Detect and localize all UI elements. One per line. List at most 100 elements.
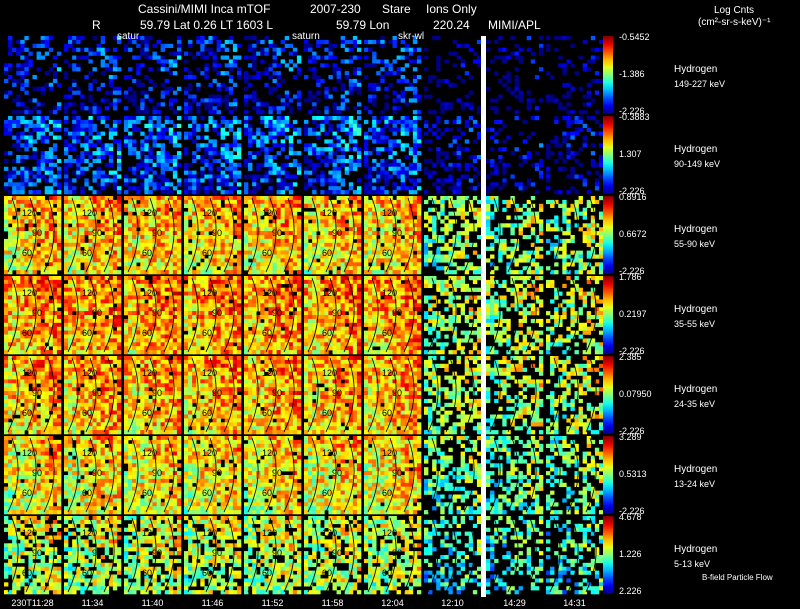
contour-label: 60 xyxy=(22,408,33,418)
heatmap-panel xyxy=(424,276,482,355)
contour-label: 60 xyxy=(202,488,213,498)
contour-label: 120 xyxy=(322,208,338,218)
x-tick-label: 14:29 xyxy=(503,598,526,608)
contour-label: 120 xyxy=(382,208,398,218)
contour-label: 60 xyxy=(322,328,333,338)
x-tick-label: 12:04 xyxy=(381,598,404,608)
heatmap-panel xyxy=(486,516,544,595)
channel-energy: 55-90 keV xyxy=(674,239,716,249)
contour-label: 120 xyxy=(322,288,338,298)
x-tick-label: 14:31 xyxy=(563,598,586,608)
contour-line xyxy=(507,357,519,433)
contour-label: 90 xyxy=(32,468,43,478)
colorbar-max-label: -0.3883 xyxy=(619,112,650,122)
contour-line xyxy=(385,517,397,593)
contour-label: 90 xyxy=(332,468,343,478)
contour-line xyxy=(7,517,19,593)
contour-label: 120 xyxy=(202,288,218,298)
contour-label: 90 xyxy=(332,308,343,318)
contour-label: 60 xyxy=(142,328,153,338)
contour-label: 60 xyxy=(202,328,213,338)
contour-line xyxy=(567,517,579,593)
contour-line xyxy=(343,357,355,433)
heatmap-panel xyxy=(486,196,544,275)
contour-label: 90 xyxy=(152,468,163,478)
contour-line xyxy=(25,437,37,513)
colorbar-max-label: 1.786 xyxy=(619,272,642,282)
contour-line xyxy=(127,517,139,593)
contour-label: 120 xyxy=(202,368,218,378)
contour-label: 120 xyxy=(142,368,158,378)
contour-line xyxy=(343,437,355,513)
heatmap-panel xyxy=(184,196,242,275)
heatmap-panel xyxy=(424,36,482,115)
colorbar-mid-label: 1.307 xyxy=(619,149,642,159)
contour-line xyxy=(567,197,579,273)
contour-label: 90 xyxy=(332,548,343,558)
heatmap-panel xyxy=(546,356,604,435)
contour-label: 60 xyxy=(382,408,393,418)
contour-line xyxy=(325,517,337,593)
contour-line xyxy=(265,277,277,353)
contour-line xyxy=(325,277,337,353)
contour-label: 90 xyxy=(332,388,343,398)
heatmap-panel xyxy=(546,436,604,515)
contour-label: 60 xyxy=(322,488,333,498)
colorbar-max-label: 0.8916 xyxy=(619,192,647,202)
colorbar-min-label: 2.226 xyxy=(619,586,642,596)
contour-line xyxy=(585,517,597,593)
top-label-3: skr-wl xyxy=(398,31,425,42)
contour-label: 60 xyxy=(382,488,393,498)
channel-species: Hydrogen xyxy=(674,144,718,155)
contour-label: 60 xyxy=(262,488,273,498)
contour-label: 120 xyxy=(382,528,398,538)
heatmap-panel xyxy=(304,356,362,435)
contour-line xyxy=(25,277,37,353)
contour-label: 90 xyxy=(92,308,103,318)
contour-line xyxy=(103,197,115,273)
contour-label: 90 xyxy=(152,308,163,318)
heatmap-panel xyxy=(546,276,604,355)
heatmap-panel xyxy=(4,276,62,355)
heatmap-panel xyxy=(184,356,242,435)
heatmap-panel xyxy=(546,116,604,195)
contour-label: 60 xyxy=(142,488,153,498)
contour-line xyxy=(43,437,55,513)
contour-label: 60 xyxy=(22,248,33,258)
heatmap-panel xyxy=(364,436,422,515)
contour-line xyxy=(549,277,561,353)
colorbar xyxy=(603,116,613,194)
contour-line xyxy=(205,197,217,273)
heatmap-panel xyxy=(244,116,302,195)
contour-line xyxy=(187,437,199,513)
colorbar-min-label: -2.226 xyxy=(619,426,645,436)
contour-line xyxy=(7,437,19,513)
contour-label: 90 xyxy=(392,548,403,558)
contour-line xyxy=(67,517,79,593)
colorbar-max-label: 3.289 xyxy=(619,432,642,442)
heatmap-panel xyxy=(486,276,544,355)
x-tick-label: 11:52 xyxy=(261,598,284,608)
contour-line xyxy=(283,197,295,273)
contour-label: 60 xyxy=(322,568,333,578)
contour-line xyxy=(525,277,537,353)
contour-line xyxy=(25,357,37,433)
contour-label: 120 xyxy=(22,208,38,218)
contour-line xyxy=(427,437,439,513)
heatmap-panel xyxy=(486,436,544,515)
contour-label: 120 xyxy=(202,208,218,218)
contour-line xyxy=(265,517,277,593)
contour-line xyxy=(403,437,415,513)
contour-line xyxy=(427,277,439,353)
heatmap-panel xyxy=(124,276,182,355)
colorbar-mid-label: -1.386 xyxy=(619,69,645,79)
contour-line xyxy=(367,357,379,433)
contour-label: 120 xyxy=(22,288,38,298)
x-tick-label: 11:34 xyxy=(81,598,104,608)
contour-line xyxy=(549,357,561,433)
contour-line xyxy=(463,437,475,513)
contour-line xyxy=(7,277,19,353)
contour-line xyxy=(163,517,175,593)
contour-line xyxy=(549,517,561,593)
contour-label: 90 xyxy=(272,308,283,318)
